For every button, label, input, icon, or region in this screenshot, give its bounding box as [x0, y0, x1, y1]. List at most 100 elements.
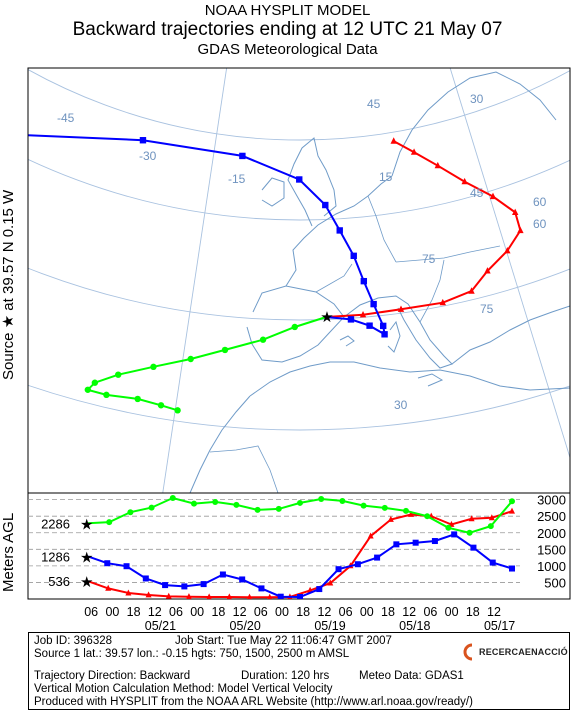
- series-marker-circle: [84, 386, 92, 393]
- series-marker-triangle: [517, 226, 524, 234]
- x-tick-label: 12: [487, 605, 501, 619]
- series-marker-square: [379, 322, 387, 330]
- series-marker-circle: [275, 505, 282, 512]
- start-star-icon: ★: [80, 573, 93, 591]
- graticule-label: 75: [480, 302, 494, 316]
- series-marker-circle: [127, 509, 134, 516]
- series-marker-square: [123, 563, 130, 570]
- series-marker-square: [277, 593, 284, 599]
- x-tick-label: 12: [402, 605, 416, 619]
- series-marker-triangle: [367, 532, 374, 539]
- series-marker-square: [370, 300, 377, 308]
- start-star-icon: ★: [80, 515, 93, 533]
- parallel-line: [28, 384, 570, 431]
- series-marker-square: [200, 581, 207, 588]
- graticule-label: 45: [367, 97, 381, 111]
- series-marker-circle: [403, 507, 409, 514]
- series-marker-triangle: [105, 584, 112, 591]
- graticule-label: 60: [533, 217, 547, 231]
- y-tick-label: 2500: [537, 509, 566, 524]
- coastlines: [189, 71, 570, 493]
- series-marker-square: [322, 201, 329, 209]
- series-marker-square: [21, 132, 27, 138]
- series-marker-circle: [424, 513, 431, 520]
- series-marker-triangle: [246, 593, 253, 599]
- series-marker-triangle: [125, 589, 132, 596]
- logo-mark-icon: [463, 643, 473, 661]
- graticule: [28, 68, 570, 493]
- series-marker-circle: [259, 336, 267, 343]
- series-marker-square: [142, 575, 149, 582]
- series-marker-circle: [148, 504, 155, 511]
- series-marker-triangle: [390, 137, 397, 144]
- series-marker-circle: [487, 523, 494, 530]
- x-tick-label: 18: [127, 605, 141, 619]
- x-tick-label: 18: [381, 605, 395, 619]
- series-marker-circle: [221, 346, 229, 354]
- start-height-label: 1286: [41, 549, 70, 564]
- series-marker-circle: [169, 494, 176, 501]
- series-marker-square: [297, 594, 303, 599]
- series-marker-triangle: [410, 148, 418, 155]
- chart-titles: NOAA HYSPLIT MODEL Backward trajectories…: [0, 0, 575, 59]
- height-series-line: [87, 510, 513, 599]
- x-tick-label: 06: [254, 605, 268, 619]
- date-tick-label: 05/18: [399, 619, 430, 632]
- source-side-label: Source ★ at 39.57 N 0.15 W: [0, 189, 17, 380]
- parallel-line: [28, 68, 570, 141]
- series-marker-circle: [297, 499, 303, 506]
- series-marker-square: [336, 227, 343, 234]
- parallel-line: [28, 267, 570, 321]
- job-id: Job ID: 396328: [34, 635, 113, 647]
- series-marker-triangle: [488, 514, 495, 521]
- series-marker-triangle: [468, 287, 475, 294]
- logo-text: RECERCAENACCIÓ: [479, 647, 568, 657]
- start-star-icon: ★: [80, 548, 93, 566]
- series-marker-square: [139, 137, 147, 144]
- series-marker-square: [451, 531, 458, 538]
- series-marker-triangle: [439, 298, 446, 306]
- model-title: NOAA HYSPLIT MODEL: [204, 2, 371, 19]
- map-background: [28, 68, 570, 493]
- series-marker-circle: [91, 379, 99, 386]
- series-marker-circle: [134, 395, 141, 403]
- coastline: [417, 373, 444, 387]
- graticule-label: -45: [57, 111, 75, 125]
- y-axis-label: Meters AGL: [0, 513, 17, 592]
- series-marker-square: [509, 565, 515, 572]
- graticule-label: -15: [228, 172, 246, 186]
- x-tick-label: 18: [296, 605, 310, 619]
- series-marker-circle: [150, 363, 157, 371]
- series-marker-triangle: [185, 593, 192, 599]
- start-height-label: 536: [48, 574, 70, 589]
- boundary-line: [315, 263, 353, 293]
- series-marker-circle: [233, 501, 240, 508]
- x-tick-label: 00: [360, 605, 374, 619]
- series-marker-triangle: [165, 592, 172, 599]
- duration: Duration: 120 hrs: [241, 670, 330, 682]
- x-tick-label: 00: [105, 605, 119, 619]
- series-marker-triangle: [397, 305, 405, 312]
- series-marker-circle: [466, 529, 473, 536]
- series-marker-square: [366, 322, 373, 329]
- footer-info: Job ID: 396328 Job Start: Tue May 22 11:…: [28, 632, 570, 710]
- y-tick-label: 1500: [537, 542, 566, 557]
- series-marker-square: [104, 560, 111, 567]
- series-marker-triangle: [226, 593, 233, 599]
- series-marker-circle: [360, 502, 367, 509]
- series-marker-circle: [254, 506, 261, 513]
- series-marker-triangle: [267, 593, 273, 599]
- series-marker-square: [350, 252, 357, 260]
- series-marker-triangle: [512, 208, 519, 215]
- source-line: Source 1 lat.: 39.57 lon.: -0.15 hgts: 7…: [34, 648, 350, 660]
- x-tick-label: 00: [275, 605, 289, 619]
- series-marker-circle: [212, 498, 219, 505]
- y-tick-label: 3000: [537, 493, 566, 508]
- graticule-label: -30: [139, 149, 157, 163]
- series-marker-square: [347, 316, 355, 323]
- series-marker-square: [489, 559, 496, 566]
- boundary-line: [209, 445, 279, 493]
- series-marker-triangle: [509, 507, 515, 514]
- x-tick-label: 06: [423, 605, 437, 619]
